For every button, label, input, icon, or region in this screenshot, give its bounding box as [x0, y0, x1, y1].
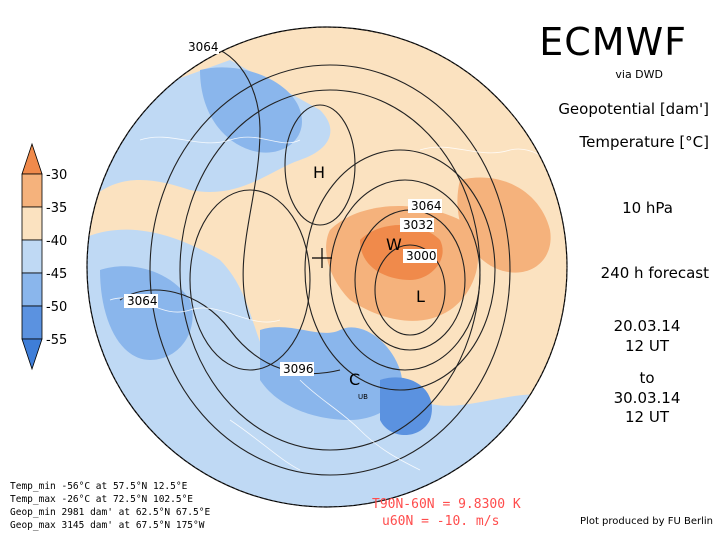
date-end: 30.03.14 — [613, 389, 681, 407]
zonal-wind: u60N = -10. m/s — [382, 514, 500, 529]
contour-label: 3032 — [403, 218, 434, 232]
cold-marker: C — [349, 370, 360, 389]
legend-tick: -30 — [46, 168, 67, 183]
time-end: 12 UT — [625, 408, 669, 426]
brand-title: ECMWF — [539, 20, 687, 64]
date-start: 20.03.14 — [613, 317, 681, 335]
legend-arrow-down — [21, 338, 43, 371]
legend-tick: -45 — [46, 267, 67, 282]
variable-geopotential: Geopotential [dam'] — [558, 100, 709, 118]
legend-tick: -40 — [46, 234, 67, 249]
time-start: 12 UT — [625, 337, 669, 355]
geop-max-stat: Geop_max 3145 dam' at 67.5°N 175°W — [10, 520, 205, 531]
warm-marker: W — [386, 235, 402, 254]
temperature-field — [87, 27, 567, 507]
low-marker: L — [416, 287, 425, 306]
contour-label: 3000 — [406, 249, 437, 263]
high-marker: H — [313, 163, 325, 182]
source-label: via DWD — [615, 68, 663, 81]
pressure-level: 10 hPa — [622, 199, 673, 217]
legend-tick: -35 — [46, 201, 67, 216]
contour-label: 3096 — [283, 362, 314, 376]
forecast-hours: 240 h forecast — [600, 264, 709, 282]
contour-label: 3064 — [411, 199, 442, 213]
geop-min-stat: Geop_min 2981 dam' at 62.5°N 67.5°E — [10, 507, 211, 518]
city-label: UB — [358, 393, 368, 401]
legend-tick: -55 — [46, 333, 67, 348]
legend-tick: -50 — [46, 300, 67, 315]
to-label: to — [639, 369, 655, 387]
temperature-legend: -30 -35 -40 -45 -50 -55 — [21, 142, 67, 371]
temp-max-stat: Temp_max -26°C at 72.5°N 102.5°E — [10, 494, 194, 505]
temp-min-stat: Temp_min -56°C at 57.5°N 12.5°E — [10, 481, 188, 492]
pole-cross — [312, 248, 332, 268]
legend-arrow-up — [21, 142, 43, 175]
credit-line: Plot produced by FU Berlin — [580, 516, 713, 527]
temperature-gradient: T90N-60N = 9.8300 K — [372, 497, 521, 512]
variable-temperature: Temperature [°C] — [579, 133, 709, 151]
contour-label: 3064 — [127, 294, 158, 308]
contour-label: 3064 — [188, 40, 219, 54]
